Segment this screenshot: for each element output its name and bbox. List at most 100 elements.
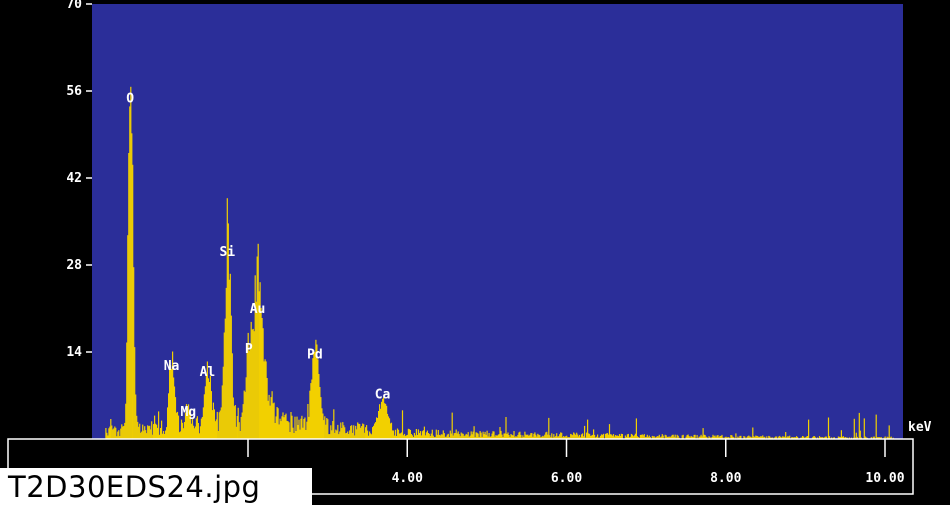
spectrum-bar <box>576 432 578 439</box>
spectrum-bar <box>181 422 184 439</box>
spectrum-bar <box>457 431 459 439</box>
spectrum-bar <box>379 404 381 439</box>
spectrum-bar <box>455 429 457 439</box>
spectrum-bar <box>282 412 284 439</box>
spectrum-bar <box>210 391 212 439</box>
spectrum-bar <box>634 433 636 439</box>
spectrum-bar <box>543 436 545 439</box>
spectrum-bar <box>504 433 506 439</box>
spectrum-bar <box>391 430 394 439</box>
spectrum-bar <box>424 435 426 439</box>
spectrum-bar <box>838 436 840 439</box>
spectrum-bar <box>133 267 135 439</box>
spectrum-bar <box>315 339 317 439</box>
spectrum-bar <box>491 433 493 439</box>
spectrum-bar <box>310 383 312 439</box>
spectrum-bar <box>446 434 448 439</box>
spectrum-bar <box>587 419 589 439</box>
spectrum-bar <box>538 434 540 439</box>
spectrum-bar <box>415 429 417 439</box>
spectrum-bar <box>264 359 266 439</box>
spectrum-bar <box>125 403 127 439</box>
spectrum-bar <box>490 436 492 439</box>
spectrum-bar <box>694 434 696 439</box>
peak-label-o: O <box>126 92 134 107</box>
spectrum-bar <box>427 433 429 439</box>
spectrum-bar <box>467 432 469 439</box>
spectrum-bar <box>756 435 758 439</box>
spectrum-bar <box>173 386 176 439</box>
spectrum-bar <box>670 436 672 439</box>
spectrum-bar <box>354 435 356 439</box>
spectrum-bar <box>677 435 679 439</box>
spectrum-bar <box>592 434 594 439</box>
spectrum-bar <box>759 436 761 439</box>
spectrum-bar <box>341 428 343 439</box>
spectrum-bar <box>657 436 659 439</box>
spectrum-bar <box>155 423 157 439</box>
spectrum-bar <box>217 431 219 439</box>
spectrum-bar <box>499 427 501 439</box>
spectrum-bar <box>578 436 580 439</box>
spectrum-bar <box>480 432 482 439</box>
spectrum-bar <box>819 437 822 439</box>
spectrum-bar <box>782 436 784 439</box>
spectrum-bar <box>841 436 843 439</box>
spectrum-bar <box>732 436 734 439</box>
spectrum-bar <box>442 430 444 439</box>
spectrum-bar <box>331 430 333 439</box>
spectrum-bar <box>190 423 193 439</box>
spectrum-bar <box>501 434 503 439</box>
spectrum-bar <box>439 435 441 439</box>
spectrum-bar <box>547 434 549 439</box>
spectrum-bar <box>873 436 875 439</box>
spectrum-bar <box>328 434 330 439</box>
spectrum-bar <box>113 428 115 439</box>
spectrum-bar <box>454 433 456 439</box>
spectrum-bar <box>709 437 711 439</box>
spectrum-bar <box>749 436 751 439</box>
spectrum-bar <box>470 431 472 439</box>
spectrum-bar <box>562 437 564 439</box>
spectrum-bar <box>830 437 833 439</box>
spectrum-bar <box>472 431 474 439</box>
peak-label-au: Au <box>250 302 266 317</box>
spectrum-bar <box>287 421 289 439</box>
spectrum-bar <box>712 434 714 439</box>
spectrum-bar <box>441 434 443 439</box>
spectrum-bar <box>269 405 271 439</box>
spectrum-bar <box>621 434 623 439</box>
spectrum-bar <box>602 433 605 439</box>
spectrum-bar <box>763 437 765 439</box>
spectrum-bar <box>350 425 352 439</box>
spectrum-bar <box>509 436 511 439</box>
spectrum-bar <box>690 435 692 439</box>
spectrum-bar <box>232 397 234 439</box>
spectrum-series <box>105 86 894 440</box>
spectrum-bar <box>388 418 391 439</box>
spectrum-bar <box>219 410 221 439</box>
spectrum-bar <box>374 423 376 439</box>
spectrum-bar <box>668 436 670 439</box>
spectrum-bar <box>162 433 164 439</box>
spectrum-bar <box>616 435 619 439</box>
spectrum-bar <box>641 434 643 439</box>
y-tick-label: 28 <box>66 258 82 273</box>
spectrum-bar <box>475 432 477 439</box>
spectrum-bar <box>329 434 331 439</box>
spectrum-bar <box>258 291 260 439</box>
spectrum-bar <box>313 350 315 439</box>
spectrum-bar <box>575 434 577 439</box>
spectrum-bar <box>386 405 388 439</box>
spectrum-bar <box>785 432 787 439</box>
spectrum-bar <box>766 436 768 439</box>
spectrum-bar <box>259 282 261 439</box>
spectrum-bar <box>240 417 242 439</box>
spectrum-bar <box>434 436 436 439</box>
spectrum-bar <box>407 428 409 439</box>
spectrum-bar <box>241 412 243 439</box>
spectrum-bar <box>689 437 691 439</box>
spectrum-bar <box>191 419 194 439</box>
spectrum-bar <box>320 397 322 439</box>
spectrum-bar <box>518 432 520 439</box>
